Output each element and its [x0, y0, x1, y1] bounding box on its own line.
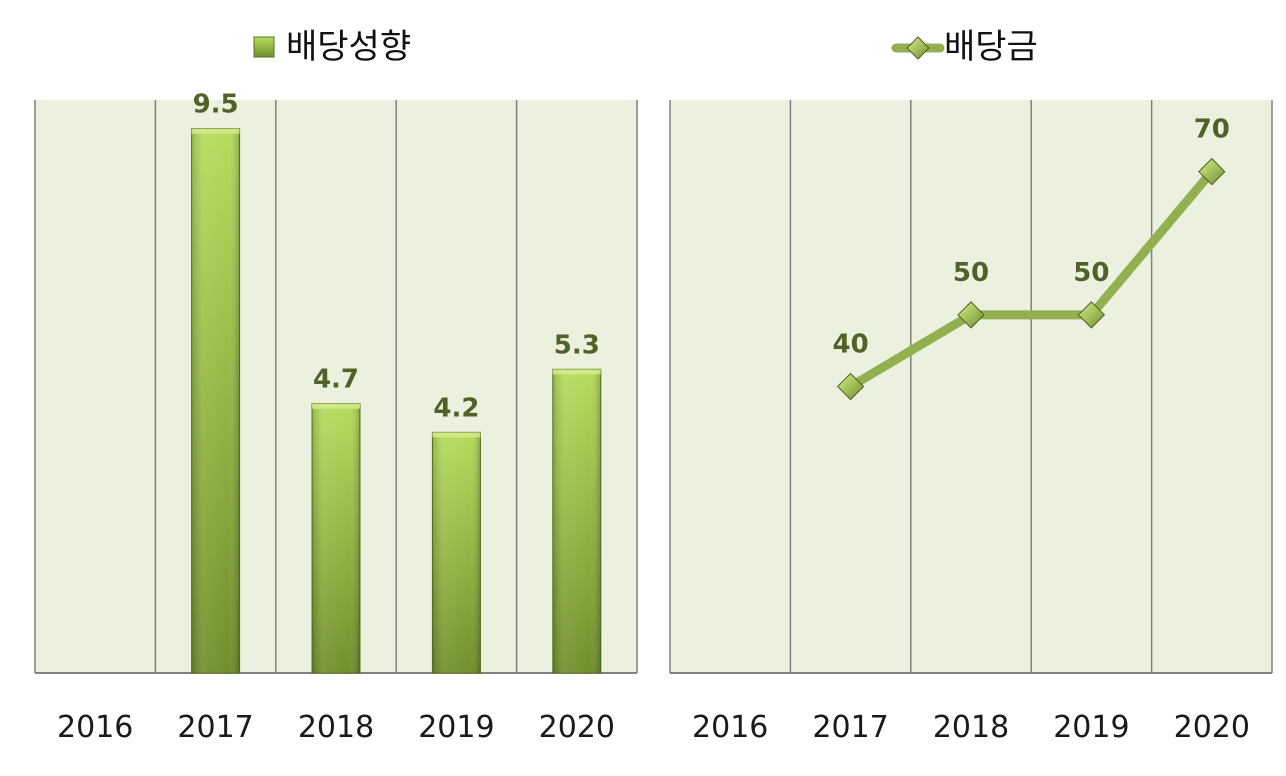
markers-right	[836, 157, 1226, 401]
data-label: 50	[953, 258, 989, 288]
x-tick-label: 2018	[298, 710, 374, 745]
bar-top	[552, 369, 601, 375]
bar	[311, 403, 361, 674]
bar-top	[432, 432, 481, 438]
series-line	[846, 167, 1217, 391]
legend-swatch-bar	[253, 36, 275, 58]
data-label: 70	[1194, 115, 1230, 145]
x-tick-label: 2019	[1053, 710, 1129, 745]
bar-top	[191, 128, 240, 134]
bar	[431, 431, 481, 674]
bar-top	[312, 403, 360, 409]
data-label: 9.5	[193, 90, 239, 120]
data-label: 5.3	[554, 330, 600, 360]
x-tick-label: 2020	[1174, 710, 1250, 745]
data-point-marker	[1077, 301, 1106, 329]
data-labels-left: 9.5 4.7 4.2 5.3	[193, 90, 600, 424]
grid-left	[34, 100, 638, 673]
legend-label-left: 배당성향	[286, 27, 411, 67]
bar-shading	[432, 432, 481, 673]
x-tick-label: 2020	[539, 710, 615, 745]
x-ticks-left: 2016 2017 2018 2019 2020	[57, 710, 615, 745]
bars-left	[191, 128, 602, 674]
x-tick-label: 2019	[418, 710, 494, 745]
bar-shading	[191, 128, 240, 673]
bar	[191, 128, 241, 674]
data-point-marker	[836, 372, 865, 401]
x-tick-label: 2016	[57, 710, 133, 745]
data-label: 4.2	[433, 393, 479, 423]
x-tick-label: 2016	[692, 710, 768, 745]
plot-area-right	[670, 100, 1272, 673]
data-point-marker	[1198, 157, 1226, 186]
x-tick-label: 2017	[177, 710, 253, 745]
chart-right: 40 50 50 70 2016 2017 2018 2019 2020 배당금	[669, 27, 1273, 745]
bar-shading	[552, 369, 601, 673]
x-ticks-right: 2016 2017 2018 2019 2020	[692, 710, 1250, 745]
grid-right	[669, 100, 1273, 673]
bar-shading	[312, 403, 360, 673]
data-label: 40	[833, 330, 869, 360]
data-label: 50	[1073, 258, 1109, 288]
chart-left: 9.5 4.7 4.2 5.3 2016 2017 2018 2019 2020 배당성향	[34, 27, 638, 745]
legend-swatch-diamond	[906, 36, 930, 60]
legend-label-right: 배당금	[944, 27, 1038, 67]
line-right	[846, 167, 1217, 391]
bar	[552, 368, 602, 674]
data-labels-right: 40 50 50 70	[833, 115, 1230, 360]
x-tick-label: 2018	[933, 710, 1009, 745]
data-label: 4.7	[313, 365, 359, 395]
legend-right: 배당금	[891, 27, 1038, 67]
data-point-marker	[957, 301, 985, 329]
x-tick-label: 2017	[812, 710, 888, 745]
legend-left: 배당성향	[253, 27, 411, 67]
